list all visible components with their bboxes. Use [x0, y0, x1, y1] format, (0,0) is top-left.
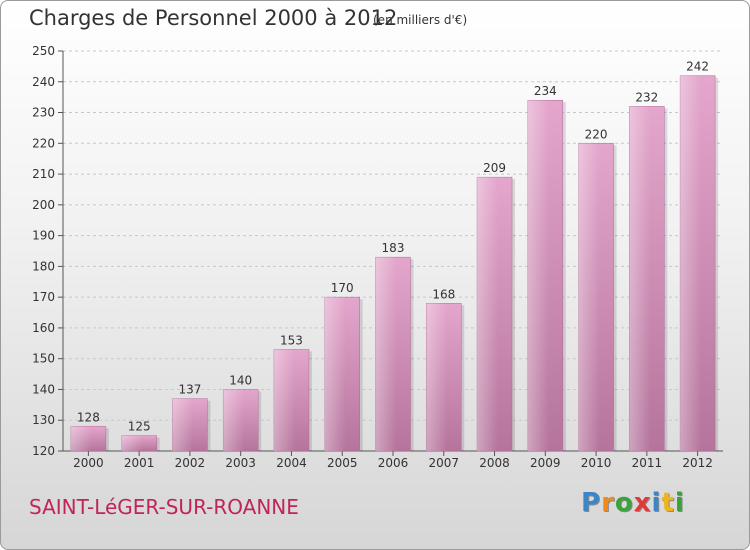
bar-highlight-2006 [375, 257, 411, 451]
bar-highlight-2005 [324, 297, 360, 451]
bar-highlight-2008 [477, 177, 513, 451]
x-tick-label-2001: 2001 [124, 456, 155, 470]
value-label-2003: 140 [229, 373, 252, 387]
x-tick-label-2006: 2006 [378, 456, 409, 470]
bar-highlight-2003 [223, 389, 259, 451]
value-label-2011: 232 [635, 90, 658, 104]
y-tick-label: 160 [32, 321, 55, 335]
chart-subtitle: (en milliers d'€) [373, 13, 468, 27]
value-label-2002: 137 [178, 383, 201, 397]
bar-highlight-2001 [121, 435, 157, 451]
value-label-2008: 209 [483, 161, 506, 175]
y-tick-label: 190 [32, 229, 55, 243]
y-tick-label: 250 [32, 44, 55, 58]
x-tick-label-2009: 2009 [530, 456, 561, 470]
value-label-2004: 153 [280, 333, 303, 347]
x-tick-label-2010: 2010 [581, 456, 612, 470]
y-tick-label: 210 [32, 167, 55, 181]
commune-name: SAINT-LéGER-SUR-ROANNE [29, 495, 299, 519]
y-tick-label: 200 [32, 198, 55, 212]
logo-letter: o [614, 488, 634, 518]
proxiti-logo: Proxiti [581, 488, 685, 518]
x-tick-label-2011: 2011 [632, 456, 663, 470]
y-tick-label: 130 [32, 413, 55, 427]
value-label-2012: 242 [686, 60, 709, 74]
x-tick-label-2002: 2002 [175, 456, 206, 470]
value-label-2010: 220 [585, 127, 608, 141]
logo-letter: i [651, 488, 662, 518]
y-tick-label: 140 [32, 382, 55, 396]
logo-letter: x [633, 488, 652, 518]
value-label-2001: 125 [128, 420, 151, 434]
value-label-2000: 128 [77, 410, 100, 424]
x-tick-label-2003: 2003 [225, 456, 256, 470]
bar-highlight-2007 [426, 303, 462, 451]
bar-highlight-2002 [172, 398, 208, 451]
value-label-2009: 234 [534, 84, 557, 98]
x-tick-label-2004: 2004 [276, 456, 307, 470]
y-tick-label: 150 [32, 352, 55, 366]
y-tick-label: 170 [32, 290, 55, 304]
logo-letter: P [581, 488, 602, 518]
value-label-2007: 168 [432, 287, 455, 301]
bar-highlight-2004 [273, 349, 309, 451]
chart-title: Charges de Personnel 2000 à 2012 [29, 6, 398, 30]
x-tick-label-2008: 2008 [479, 456, 510, 470]
value-label-2005: 170 [331, 281, 354, 295]
y-tick-label: 120 [32, 444, 55, 458]
x-tick-label-2005: 2005 [327, 456, 358, 470]
bar-highlight-2011 [629, 106, 665, 451]
logo-letter: i [674, 488, 685, 518]
x-tick-label-2007: 2007 [428, 456, 459, 470]
y-tick-label: 180 [32, 259, 55, 273]
y-tick-label: 230 [32, 106, 55, 120]
bar-highlight-2000 [70, 426, 106, 451]
x-tick-label-2012: 2012 [682, 456, 713, 470]
x-tick-label-2000: 2000 [73, 456, 104, 470]
value-label-2006: 183 [382, 241, 405, 255]
bar-highlight-2012 [680, 75, 716, 451]
y-tick-label: 240 [32, 75, 55, 89]
logo-letter: r [601, 488, 615, 518]
logo-letter: t [661, 488, 675, 518]
bar-highlight-2009 [527, 100, 563, 451]
bar-highlight-2010 [578, 143, 614, 452]
y-tick-label: 220 [32, 136, 55, 150]
